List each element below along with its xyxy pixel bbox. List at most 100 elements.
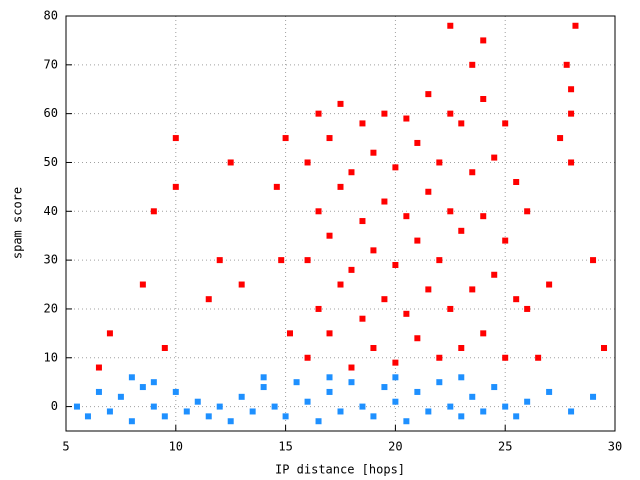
- point: [238, 393, 245, 400]
- point: [392, 164, 399, 171]
- point: [381, 198, 388, 205]
- point: [568, 408, 575, 415]
- point: [370, 345, 377, 351]
- y-tick-label: 60: [44, 106, 58, 120]
- point: [315, 305, 322, 312]
- point: [95, 364, 102, 371]
- point: [161, 413, 168, 420]
- point: [425, 91, 432, 98]
- point: [480, 330, 487, 337]
- point: [348, 266, 355, 273]
- plot-frame: [65, 15, 616, 432]
- point: [535, 354, 542, 361]
- y-tick-label: 80: [44, 9, 58, 23]
- point: [359, 120, 366, 127]
- point: [183, 408, 190, 415]
- point: [414, 335, 421, 342]
- point: [403, 115, 410, 122]
- point: [403, 213, 410, 220]
- point: [414, 388, 421, 395]
- point: [139, 384, 146, 391]
- point: [370, 149, 377, 156]
- point: [249, 408, 256, 415]
- point: [337, 408, 344, 415]
- point: [315, 208, 322, 215]
- point: [458, 413, 465, 420]
- point: [381, 384, 388, 391]
- point: [370, 247, 377, 254]
- point: [458, 227, 465, 234]
- point: [513, 413, 520, 420]
- point: [524, 305, 531, 312]
- point: [84, 413, 91, 420]
- x-axis-label: IP distance [hops]: [275, 463, 405, 477]
- x-tick-label: 15: [278, 440, 292, 454]
- point: [447, 22, 454, 29]
- point: [326, 388, 333, 395]
- y-tick-label: 40: [44, 204, 58, 218]
- point: [293, 379, 300, 386]
- point: [106, 330, 113, 337]
- point: [282, 135, 289, 142]
- point: [271, 403, 278, 410]
- point: [370, 413, 377, 420]
- point: [216, 257, 223, 264]
- point: [282, 413, 289, 420]
- point: [392, 374, 399, 381]
- point: [326, 135, 333, 142]
- point: [392, 398, 399, 405]
- point: [546, 388, 553, 395]
- point: [469, 393, 476, 400]
- point: [480, 37, 487, 44]
- point: [286, 330, 293, 337]
- point: [216, 403, 223, 410]
- point: [458, 120, 465, 127]
- point: [238, 281, 245, 288]
- x-tick-label: 10: [169, 440, 183, 454]
- point: [425, 286, 432, 293]
- y-tick-label: 10: [44, 350, 58, 364]
- point: [161, 345, 168, 351]
- point: [546, 281, 553, 288]
- point: [260, 374, 267, 381]
- y-axis-label: spam score: [11, 187, 25, 259]
- point: [414, 237, 421, 244]
- point: [128, 418, 135, 425]
- point: [392, 359, 399, 366]
- point: [524, 208, 531, 215]
- point: [601, 345, 608, 351]
- point: [117, 393, 124, 400]
- x-tick-label: 25: [498, 440, 512, 454]
- point: [572, 22, 579, 29]
- point: [513, 296, 520, 303]
- y-tick-label: 50: [44, 155, 58, 169]
- point: [469, 61, 476, 68]
- point: [348, 364, 355, 371]
- point: [348, 169, 355, 176]
- point: [326, 232, 333, 239]
- point: [568, 110, 575, 117]
- point: [359, 218, 366, 225]
- point: [590, 257, 597, 264]
- point: [348, 379, 355, 386]
- point: [381, 296, 388, 303]
- y-tick-label: 20: [44, 301, 58, 315]
- point: [491, 154, 498, 161]
- point: [563, 61, 570, 68]
- point: [304, 354, 311, 361]
- point: [150, 208, 157, 215]
- point: [95, 388, 102, 395]
- point: [172, 135, 179, 142]
- point: [304, 257, 311, 264]
- point: [469, 169, 476, 176]
- point: [436, 159, 443, 166]
- point: [128, 374, 135, 381]
- point: [315, 110, 322, 117]
- point: [513, 179, 520, 185]
- point: [227, 159, 234, 166]
- point: [557, 135, 564, 142]
- point: [278, 257, 285, 264]
- point: [491, 271, 498, 278]
- point: [414, 139, 421, 146]
- point: [502, 403, 509, 410]
